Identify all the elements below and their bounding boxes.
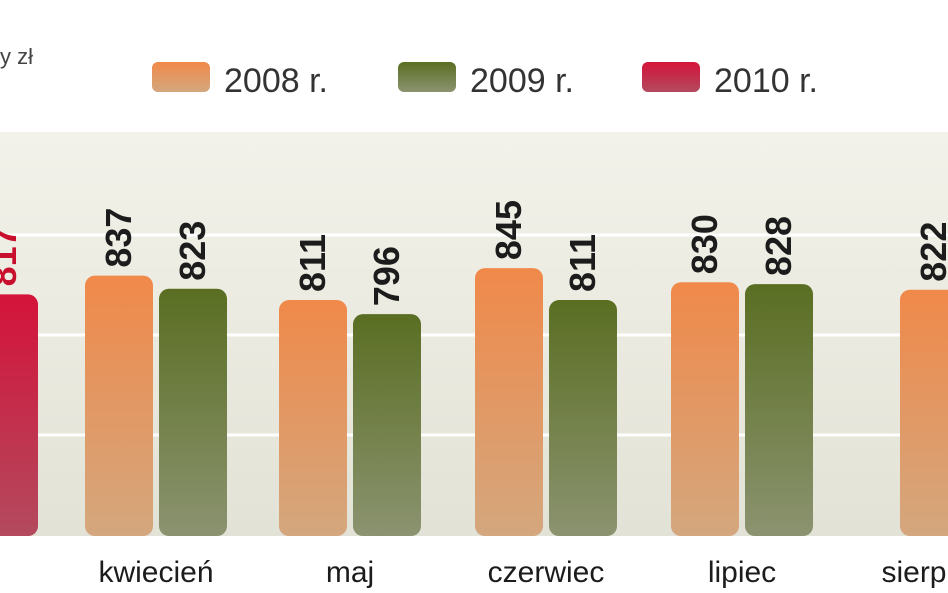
category-labels: kwiecień maj czerwiec lipiec sierpień [98, 556, 948, 589]
category-label: lipiec [708, 556, 776, 589]
value-label: 830 [684, 214, 725, 274]
bar-2010-first [0, 294, 38, 536]
category-label: maj [326, 556, 374, 589]
value-label: 796 [366, 246, 407, 306]
value-label: 845 [488, 200, 529, 260]
legend-swatch [642, 62, 700, 92]
category-label: czerwiec [488, 556, 605, 589]
value-label: 823 [172, 221, 213, 281]
category-label: kwiecień [98, 556, 213, 589]
bar-2008-lipiec [671, 282, 739, 536]
legend-label: 2010 r. [714, 62, 818, 100]
bar-2009-lipiec [745, 284, 813, 536]
value-label: 828 [758, 216, 799, 276]
value-label: 822 [913, 222, 948, 282]
value-label: 811 [292, 234, 333, 292]
bar-2008-kwiecień [85, 275, 153, 536]
bar-2008-sierpień [900, 289, 948, 536]
value-label: 817 [0, 226, 24, 286]
legend-swatch [398, 62, 456, 92]
legend-label: 2008 r. [224, 62, 328, 100]
legend-label: 2009 r. [470, 62, 574, 100]
bar-2009-maj [353, 314, 421, 536]
unit-label: y zł [0, 44, 33, 69]
category-label: sierpień [881, 556, 948, 589]
bar-2008-czerwiec [475, 268, 543, 536]
bar-2009-kwiecień [159, 288, 227, 536]
value-labels: 817 837 823 811 796 845 811 830 828 822 [0, 200, 948, 306]
value-label: 837 [98, 208, 139, 268]
bar-2008-maj [279, 300, 347, 536]
value-label: 811 [562, 234, 603, 292]
legend-swatch [152, 62, 210, 92]
legend: 2008 r. 2009 r. 2010 r. [152, 62, 818, 100]
bar-2009-czerwiec [549, 300, 617, 536]
bars [0, 268, 948, 536]
